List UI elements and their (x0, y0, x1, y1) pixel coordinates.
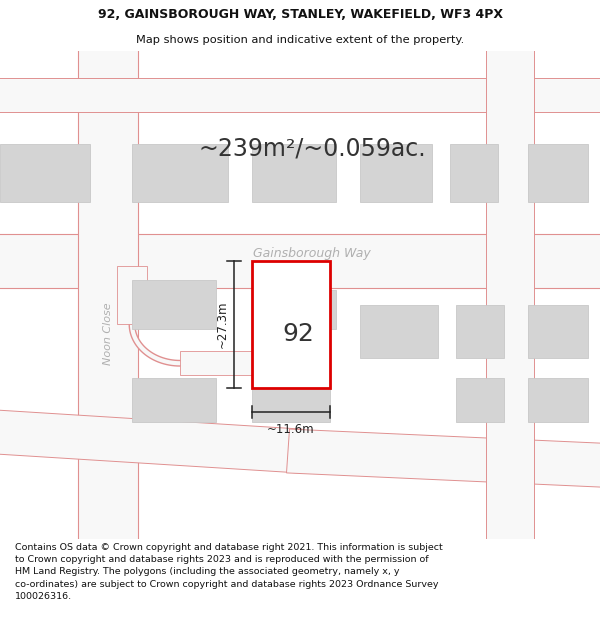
Polygon shape (0, 78, 600, 112)
Polygon shape (78, 41, 138, 549)
Text: Map shows position and indicative extent of the property.: Map shows position and indicative extent… (136, 35, 464, 45)
Text: ~239m²/~0.059ac.: ~239m²/~0.059ac. (198, 137, 426, 161)
Polygon shape (287, 429, 600, 488)
Polygon shape (117, 266, 147, 324)
Bar (360, 305, 438, 358)
Polygon shape (0, 409, 302, 473)
Bar (528, 378, 588, 422)
Text: Contains OS data © Crown copyright and database right 2021. This information is : Contains OS data © Crown copyright and d… (15, 543, 443, 601)
Bar (528, 305, 588, 358)
Bar (252, 144, 336, 202)
Polygon shape (180, 351, 300, 376)
Text: ~27.3m: ~27.3m (216, 301, 229, 348)
Text: 92: 92 (283, 322, 315, 346)
Polygon shape (486, 41, 534, 549)
Bar (132, 144, 228, 202)
Bar (0, 144, 90, 202)
Bar (282, 290, 336, 329)
Text: ~11.6m: ~11.6m (267, 422, 315, 436)
Bar (132, 281, 216, 329)
Bar (456, 305, 504, 358)
Text: 92, GAINSBOROUGH WAY, STANLEY, WAKEFIELD, WF3 4PX: 92, GAINSBOROUGH WAY, STANLEY, WAKEFIELD… (97, 8, 503, 21)
Bar (252, 378, 330, 422)
Text: Noon Close: Noon Close (103, 302, 113, 365)
Text: Gainsborough Way: Gainsborough Way (253, 247, 371, 260)
Bar (132, 378, 216, 422)
Bar (528, 144, 588, 202)
Bar (450, 144, 498, 202)
Bar (456, 378, 504, 422)
Bar (360, 144, 432, 202)
Bar (252, 261, 330, 388)
Polygon shape (0, 234, 600, 288)
